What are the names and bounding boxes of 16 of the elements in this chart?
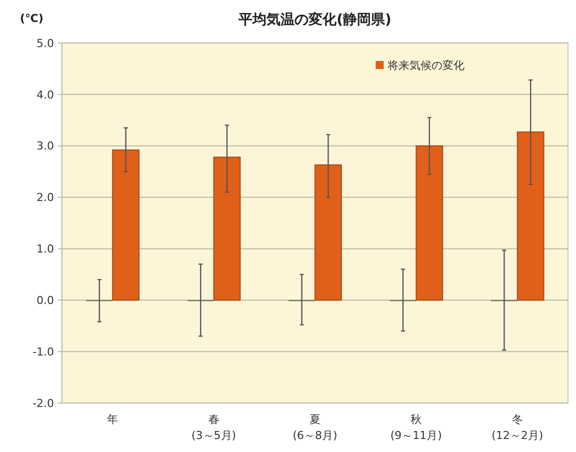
legend-label: 将来気候の変化 (386, 58, 465, 72)
y-tick-label: 5.0 (36, 36, 54, 50)
x-tick-label: 秋 (9～11月) (390, 413, 442, 442)
y-tick-label: 0.0 (36, 294, 54, 307)
x-tick-label: 年 (107, 413, 118, 426)
x-tick-label: 夏 (6～8月) (292, 413, 338, 442)
y-tick-label: 2.0 (36, 191, 54, 204)
x-tick-label: 春 (3～5月) (192, 413, 236, 442)
y-tick-label: 1.0 (36, 242, 54, 256)
y-tick-label: 4.0 (36, 88, 54, 102)
y-tick-label: 3.0 (36, 140, 54, 153)
chart-title: 平均気温の変化(静岡県) (238, 11, 392, 28)
y-tick-label: -1.0 (32, 345, 54, 358)
y-tick-label: -2.0 (32, 396, 54, 410)
y-axis-title: (℃) (20, 12, 44, 25)
x-tick-label: 冬 (12～2月) (492, 413, 544, 442)
